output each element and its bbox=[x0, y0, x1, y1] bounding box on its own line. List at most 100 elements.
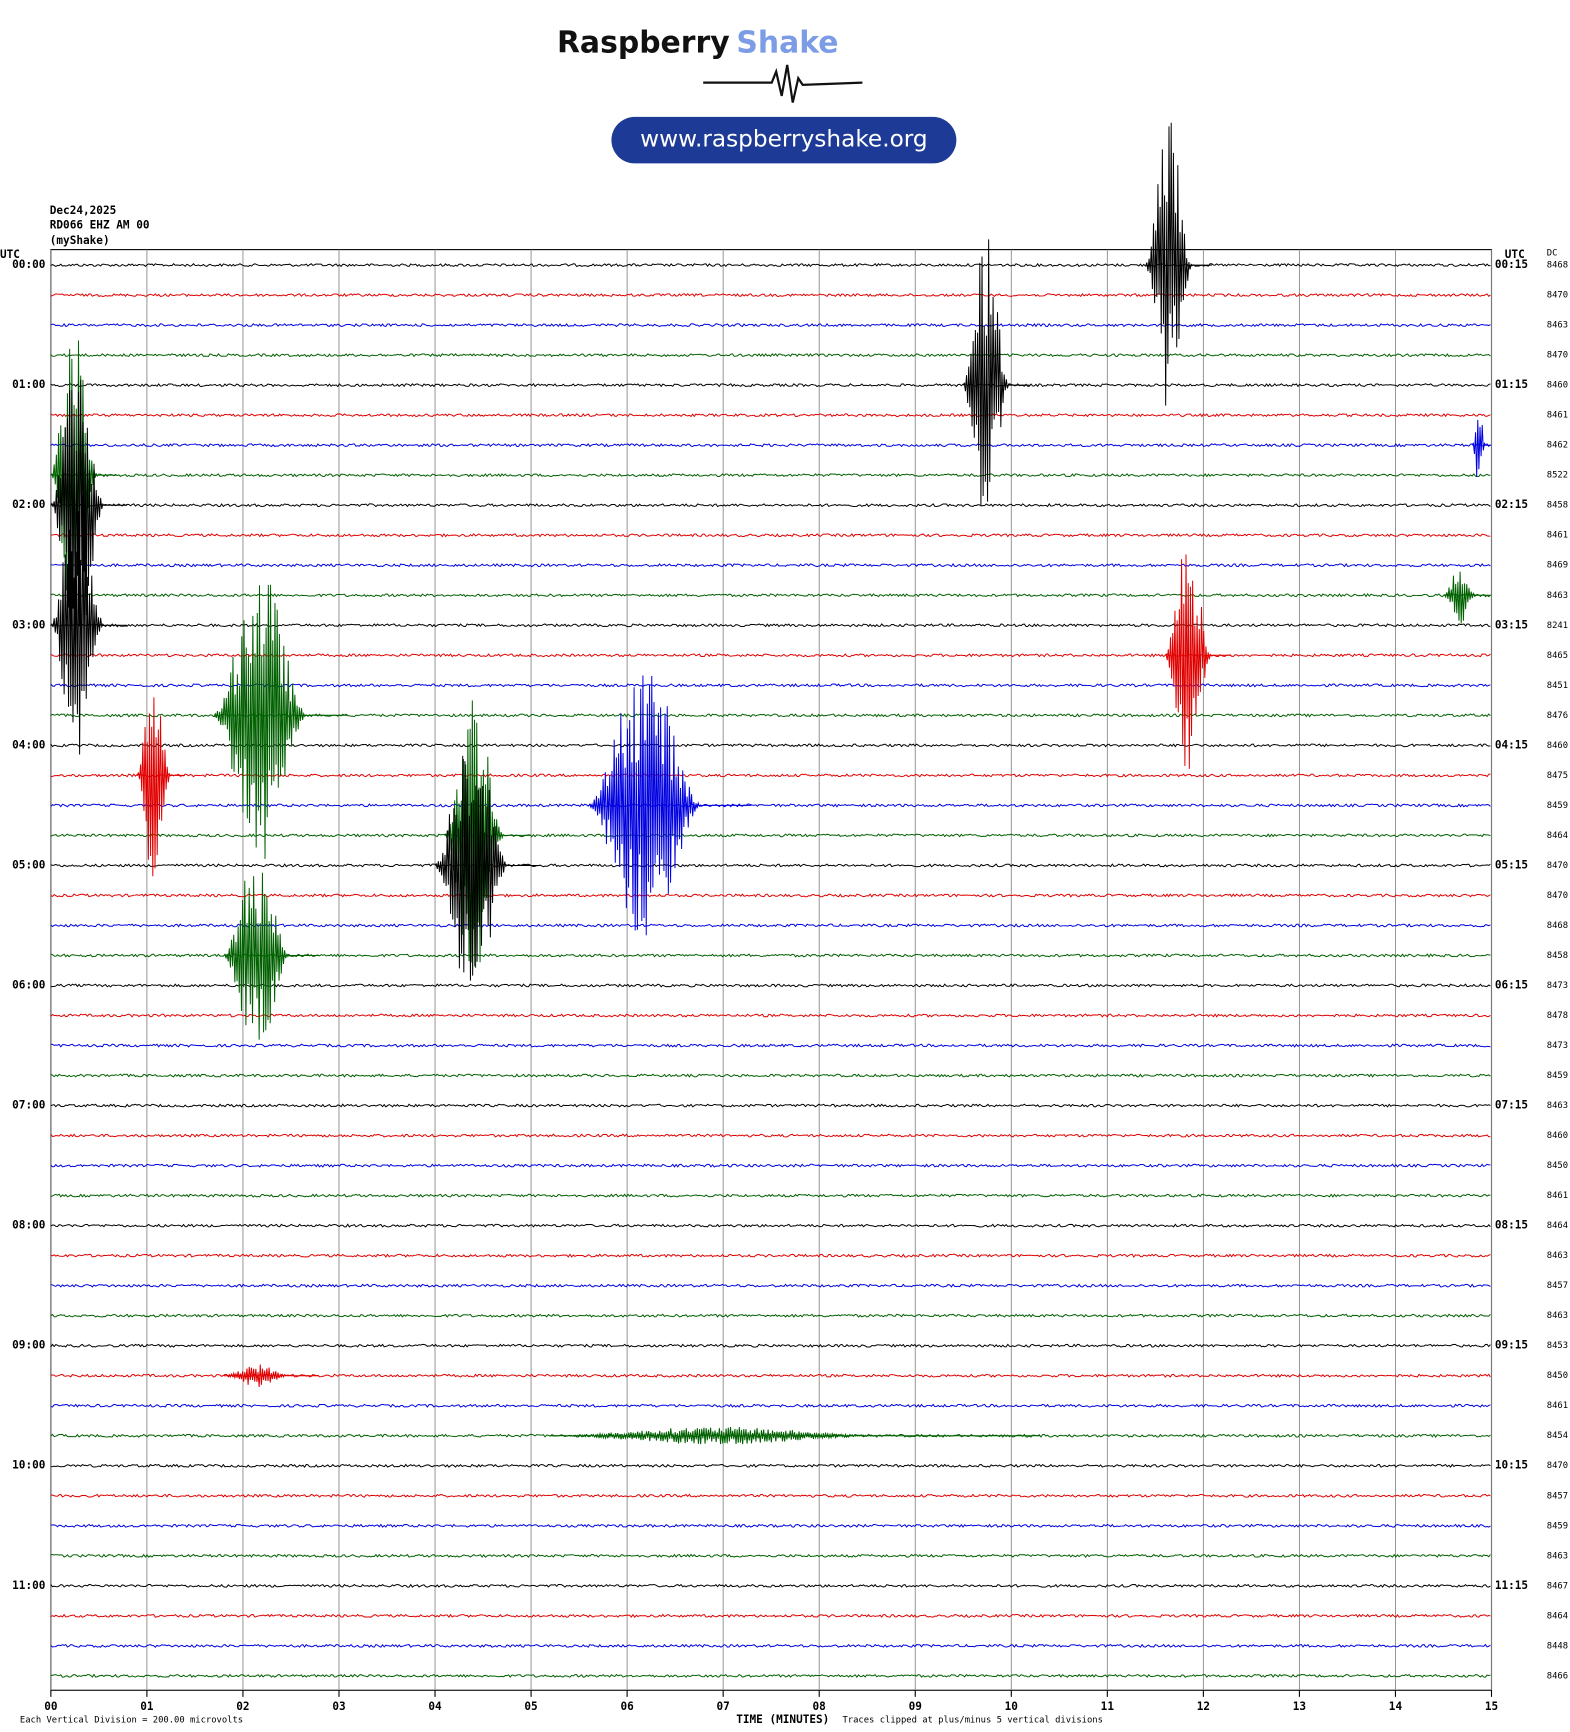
right-time-label: 02:15 bbox=[1495, 498, 1528, 511]
trace bbox=[50, 443, 1491, 448]
dc-value: 8470 bbox=[1547, 291, 1568, 301]
x-tick-label: 09 bbox=[909, 1700, 922, 1713]
dc-value: 8458 bbox=[1547, 501, 1568, 511]
left-time-label: 07:00 bbox=[12, 1099, 45, 1112]
dc-value: 8241 bbox=[1547, 621, 1568, 631]
trace bbox=[50, 1283, 1491, 1288]
trace bbox=[50, 833, 1491, 838]
trace bbox=[50, 563, 1491, 568]
brand-light: Shake bbox=[736, 25, 838, 60]
trace bbox=[50, 1193, 1491, 1198]
x-tick-label: 15 bbox=[1485, 1700, 1498, 1713]
event-waveform bbox=[50, 379, 128, 650]
trace bbox=[50, 413, 1491, 418]
event-waveform bbox=[213, 584, 348, 859]
dc-value: 8462 bbox=[1547, 441, 1568, 451]
trace bbox=[50, 292, 1491, 298]
left-time-label: 05:00 bbox=[12, 858, 45, 871]
dc-value: 8460 bbox=[1547, 1131, 1568, 1141]
dc-value: 8464 bbox=[1547, 831, 1568, 841]
x-tick-label: 03 bbox=[332, 1700, 345, 1713]
trace bbox=[50, 1223, 1491, 1228]
trace bbox=[50, 1163, 1491, 1168]
event-waveform bbox=[1164, 554, 1232, 769]
dc-value: 8453 bbox=[1547, 1341, 1568, 1351]
left-time-label: 11:00 bbox=[12, 1579, 45, 1592]
dc-value: 8457 bbox=[1547, 1491, 1568, 1501]
dc-value: 8459 bbox=[1547, 1071, 1568, 1081]
trace bbox=[50, 1313, 1491, 1318]
trace bbox=[50, 533, 1491, 538]
x-tick-label: 13 bbox=[1293, 1700, 1306, 1713]
url-badge bbox=[611, 116, 957, 164]
event-waveform bbox=[550, 1426, 1041, 1445]
dc-value: 8450 bbox=[1547, 1371, 1568, 1381]
x-tick-label: 11 bbox=[1101, 1700, 1115, 1713]
dc-header: DC bbox=[1547, 248, 1558, 258]
dc-value: 8463 bbox=[1547, 321, 1568, 331]
url: www.raspberryshake.org bbox=[640, 126, 928, 153]
dc-value: 8458 bbox=[1547, 951, 1568, 961]
x-label: TIME (MINUTES) bbox=[736, 1713, 829, 1726]
trace bbox=[50, 593, 1491, 598]
right-time-label: 11:15 bbox=[1495, 1579, 1528, 1592]
dc-value: 8454 bbox=[1547, 1431, 1568, 1441]
left-time-label: 03:00 bbox=[12, 618, 45, 631]
dc-value: 8470 bbox=[1547, 861, 1568, 871]
event-waveform bbox=[1443, 571, 1492, 624]
event-waveform bbox=[434, 755, 541, 981]
right-time-label: 10:15 bbox=[1495, 1459, 1528, 1472]
right-unit: UTC bbox=[1505, 248, 1525, 261]
trace bbox=[50, 1343, 1491, 1348]
dc-value: 8461 bbox=[1547, 1191, 1568, 1201]
dc-value: 8461 bbox=[1547, 531, 1568, 541]
dc-value: 8463 bbox=[1547, 1311, 1568, 1321]
dc-value: 8522 bbox=[1547, 471, 1568, 481]
brand-dark: Raspberry bbox=[557, 25, 730, 60]
plot-frame bbox=[50, 249, 1493, 1691]
trace bbox=[50, 683, 1491, 688]
trace bbox=[50, 743, 1491, 748]
dc-value: 8459 bbox=[1547, 801, 1568, 811]
network: (myShake) bbox=[50, 234, 110, 247]
trace bbox=[50, 1643, 1491, 1648]
trace bbox=[50, 1133, 1491, 1138]
x-tick-label: 00 bbox=[44, 1700, 57, 1713]
dc-value: 8450 bbox=[1547, 1161, 1568, 1171]
right-time-label: 07:15 bbox=[1495, 1099, 1528, 1112]
trace bbox=[50, 353, 1491, 358]
event-waveform bbox=[962, 239, 1030, 506]
event-waveform bbox=[444, 700, 531, 968]
trace bbox=[50, 893, 1491, 898]
dc-value: 8469 bbox=[1547, 561, 1568, 571]
right-time-label: 04:15 bbox=[1495, 738, 1528, 751]
event-waveform bbox=[223, 1364, 319, 1388]
dc-value: 8473 bbox=[1547, 1041, 1568, 1051]
dc-value: 8460 bbox=[1547, 741, 1568, 751]
dc-value: 8475 bbox=[1547, 771, 1568, 781]
trace bbox=[50, 1253, 1491, 1258]
event-waveform bbox=[136, 697, 185, 877]
x-tick-label: 08 bbox=[813, 1700, 826, 1713]
trace bbox=[50, 322, 1491, 328]
event-waveform bbox=[1145, 122, 1213, 406]
left-time-label: 02:00 bbox=[12, 498, 45, 511]
event-waveform bbox=[1471, 419, 1492, 477]
dc-value: 8463 bbox=[1547, 1551, 1568, 1561]
trace bbox=[50, 1583, 1491, 1588]
trace bbox=[50, 653, 1491, 658]
x-tick-label: 02 bbox=[236, 1700, 249, 1713]
dc-value: 8451 bbox=[1547, 681, 1568, 691]
trace bbox=[50, 1463, 1491, 1468]
dc-value: 8459 bbox=[1547, 1521, 1568, 1531]
trace bbox=[50, 1073, 1491, 1078]
right-time-label: 00:15 bbox=[1495, 258, 1528, 271]
trace bbox=[50, 623, 1491, 628]
left-time-label: 04:00 bbox=[12, 738, 45, 751]
dc-value: 8470 bbox=[1547, 1461, 1568, 1471]
dc-value: 8457 bbox=[1547, 1281, 1568, 1291]
x-tick-label: 14 bbox=[1389, 1700, 1403, 1713]
date: Dec24,2025 bbox=[50, 204, 117, 217]
x-tick-label: 07 bbox=[717, 1700, 730, 1713]
trace bbox=[50, 1523, 1491, 1528]
